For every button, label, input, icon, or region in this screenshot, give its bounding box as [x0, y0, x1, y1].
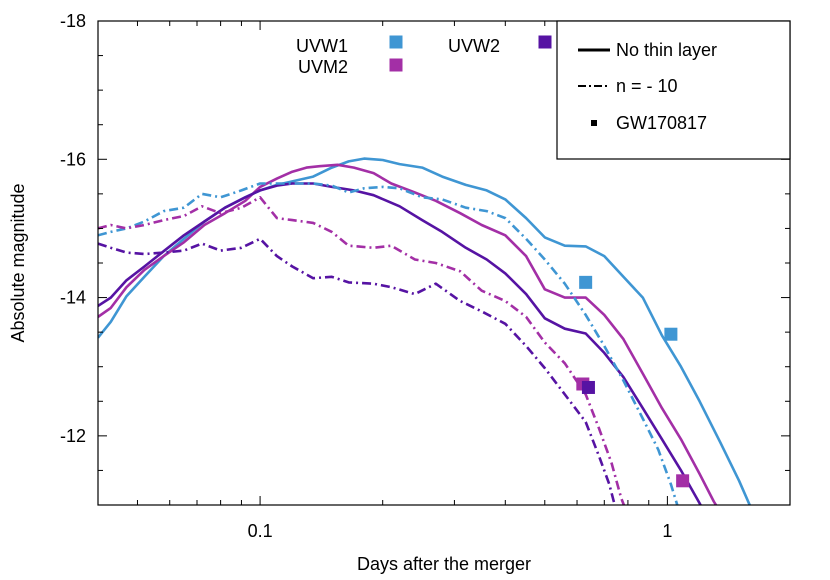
y-tick-label: -18 [60, 11, 86, 31]
style-legend-label: No thin layer [616, 40, 717, 60]
series-uvw1-n-minus-10 [98, 182, 679, 505]
observation-point-uvm2 [676, 474, 690, 488]
axes-layer: -18 -16 -14 -12 0.1 1 [60, 11, 791, 541]
curves-layer [98, 157, 752, 505]
series-uvm2-n-minus-10 [98, 196, 626, 505]
observation-point-uvw2 [581, 380, 595, 394]
series-uvw1-no-thin-layer [98, 157, 752, 505]
band-legend-swatch-uvw2 [538, 35, 552, 49]
band-legend-label-uvw2: UVW2 [448, 36, 500, 56]
y-axis-title: Absolute magnitude [8, 183, 28, 342]
observation-point-uvw1 [579, 275, 593, 289]
band-legend-label-uvm2: UVM2 [298, 57, 348, 77]
x-tick-label: 0.1 [248, 521, 273, 541]
style-legend-point [591, 120, 597, 126]
band-legend: UVW1 UVW2 UVM2 [296, 35, 552, 77]
series-uvw2-n-minus-10 [98, 237, 617, 505]
style-legend: No thin layer n = - 10 GW170817 [556, 20, 791, 160]
style-legend-label: GW170817 [616, 113, 707, 133]
y-tick-label: -16 [60, 149, 86, 169]
style-legend-label: n = - 10 [616, 76, 678, 96]
x-tick-label: 1 [662, 521, 672, 541]
observations-layer [576, 275, 690, 488]
y-tick-label: -14 [60, 288, 86, 308]
band-legend-swatch-uvw1 [389, 35, 403, 49]
x-axis-title: Days after the merger [357, 554, 531, 574]
y-tick-label: -12 [60, 426, 86, 446]
band-legend-swatch-uvm2 [389, 58, 403, 72]
style-legend-box [556, 20, 791, 160]
observation-point-uvw1 [664, 327, 678, 341]
series-uvm2-no-thin-layer [98, 163, 718, 505]
band-legend-label-uvw1: UVW1 [296, 36, 348, 56]
